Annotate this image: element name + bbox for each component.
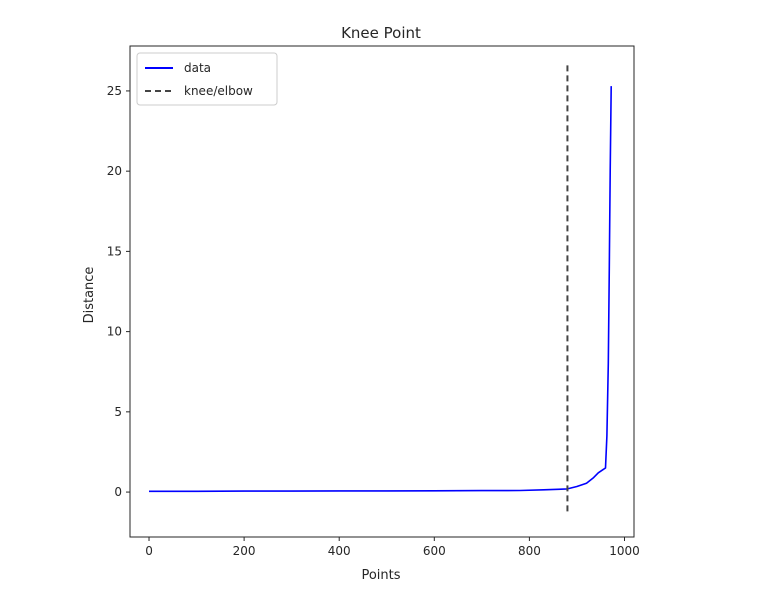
- legend-box: [136, 52, 278, 106]
- x-tick-label: 600: [423, 544, 446, 558]
- x-tick-label: 400: [328, 544, 351, 558]
- x-axis-label: Points: [361, 568, 400, 583]
- x-tick-label: 0: [145, 544, 153, 558]
- x-tick-label: 1000: [609, 544, 640, 558]
- legend-label-data: data: [184, 61, 211, 75]
- y-tick-label: 15: [107, 244, 122, 258]
- y-axis: 0 5 10 15 20 25: [107, 84, 130, 499]
- y-tick-label: 25: [107, 84, 122, 98]
- chart-title: Knee Point: [341, 24, 421, 42]
- plot-area: [129, 45, 635, 538]
- series-line-data: [149, 86, 612, 493]
- y-tick-label: 0: [114, 485, 122, 499]
- y-tick-label: 10: [107, 325, 122, 339]
- y-tick-label: 20: [107, 164, 122, 178]
- legend-label-knee: knee/elbow: [184, 84, 253, 98]
- x-tick-label: 800: [518, 544, 541, 558]
- x-axis: 0 200 400 600 800 1000: [145, 537, 640, 558]
- y-tick-label: 5: [114, 405, 122, 419]
- y-axis-label: Distance: [82, 267, 97, 324]
- x-tick-label: 200: [233, 544, 256, 558]
- plot-frame: [129, 45, 635, 538]
- legend: data knee/elbow: [136, 52, 278, 106]
